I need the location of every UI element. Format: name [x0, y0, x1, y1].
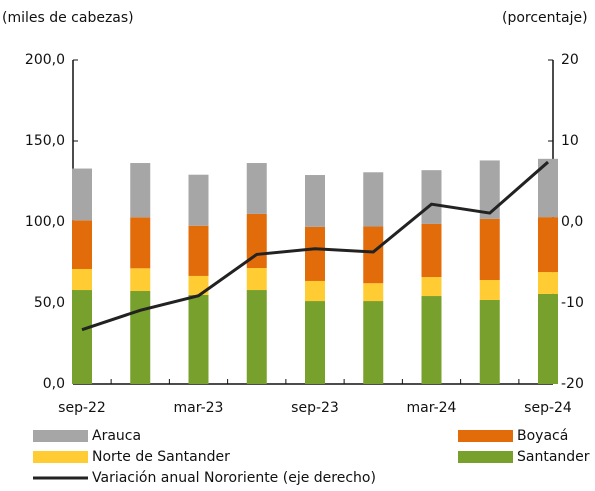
bar-segment	[246, 290, 267, 384]
bar-segment	[305, 175, 325, 227]
legend-swatch	[33, 430, 88, 442]
bar-segment	[130, 217, 151, 269]
bar-segment	[421, 277, 442, 297]
bar-segment	[246, 268, 267, 291]
y2-tick-label: -10	[561, 295, 584, 311]
bar-segment	[246, 163, 267, 214]
bar-segment	[479, 299, 500, 384]
bar-segment	[130, 268, 151, 292]
legend-label: Santander	[517, 449, 590, 465]
y2-tick-label: -20	[561, 376, 584, 392]
legend-swatch	[458, 451, 513, 463]
y2-axis-label: (porcentaje)	[502, 10, 588, 26]
bar-segment	[538, 293, 558, 384]
bar-segment	[72, 290, 92, 384]
bar-segment	[72, 268, 92, 291]
bar-segment	[479, 279, 500, 300]
legend-label: Arauca	[92, 428, 141, 444]
bar-segment	[188, 294, 209, 384]
bar-segment	[363, 301, 384, 384]
bar-segment	[305, 301, 325, 384]
bar-segment	[72, 168, 92, 221]
legend-label: Norte de Santander	[92, 449, 230, 465]
x-tick-label: mar-23	[174, 400, 224, 416]
bar-segment	[188, 225, 209, 276]
bar-segment	[72, 220, 92, 269]
bar-segment	[421, 296, 442, 384]
line-series	[81, 160, 549, 332]
bar-segment	[479, 160, 500, 219]
y-tick-label: 150,0	[25, 133, 65, 149]
legend-swatch	[33, 451, 88, 463]
legend-label: Boyacá	[517, 428, 568, 444]
bar-segment	[363, 283, 384, 302]
y2-tick-label: 20	[561, 52, 579, 68]
x-tick-label: sep-22	[58, 400, 106, 416]
bar-segment	[421, 170, 442, 224]
y-tick-label: 0,0	[43, 376, 65, 392]
bar-segment	[538, 217, 558, 273]
bar-segment	[130, 291, 151, 384]
y-tick-label: 200,0	[25, 52, 65, 68]
y2-tick-label: 0,0	[561, 214, 583, 230]
bar-segment	[363, 226, 384, 284]
y-tick-label: 50,0	[34, 295, 65, 311]
y-tick-label: 100,0	[25, 214, 65, 230]
x-tick-label: mar-24	[407, 400, 457, 416]
bar-segment	[363, 172, 384, 227]
x-tick-label: sep-23	[291, 400, 339, 416]
bar-segment	[538, 158, 558, 218]
bar-segment	[188, 275, 209, 295]
y-axis-label: (miles de cabezas)	[2, 10, 134, 26]
y2-tick-label: 10	[561, 133, 579, 149]
legend-label: Variación anual Nororiente (eje derecho)	[92, 470, 376, 486]
bar-segment	[421, 223, 442, 278]
bar-segment	[305, 280, 325, 302]
bar-segment	[130, 163, 151, 218]
x-tick-label: sep-24	[524, 400, 572, 416]
bar-segment	[305, 226, 325, 281]
bar-segment	[188, 174, 209, 226]
legend-swatch	[458, 430, 513, 442]
bar-segment	[479, 218, 500, 280]
bar-segment	[538, 272, 558, 294]
